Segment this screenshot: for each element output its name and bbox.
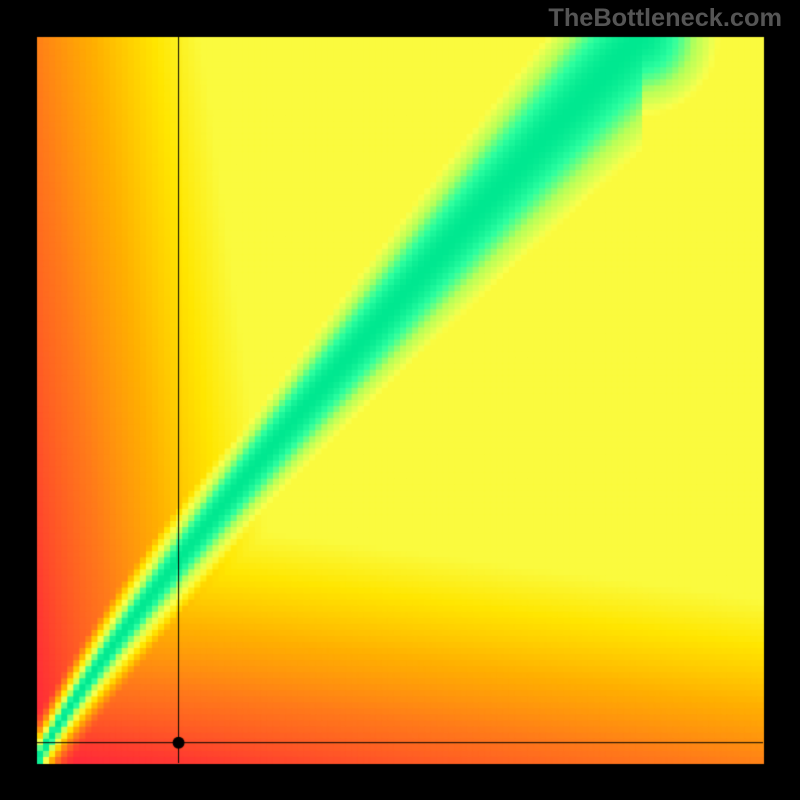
heatmap-chart: [0, 0, 800, 800]
watermark-text: TheBottleneck.com: [548, 4, 782, 33]
